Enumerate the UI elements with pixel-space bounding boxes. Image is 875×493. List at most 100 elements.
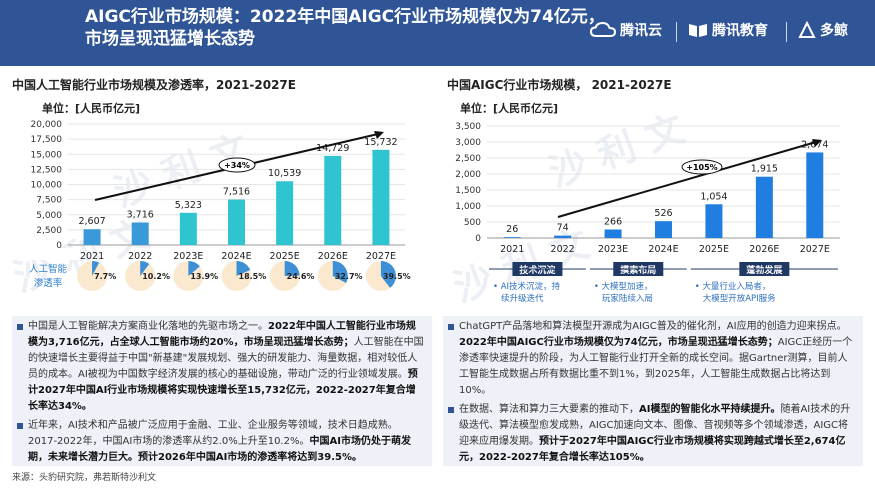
x-tick-label: 2023E <box>598 244 628 255</box>
brand-divider <box>676 22 677 42</box>
brand-tencent-edu: 腾讯教育 <box>688 20 768 40</box>
right-summary-para: 在数据、算法和算力三大要素的推动下，AI模型的智能化水平持续提升。随着AI技术的… <box>448 402 855 466</box>
chart-bar <box>372 149 390 245</box>
brand-divider <box>786 22 787 42</box>
brand-duojing: 多鲸 <box>798 20 848 40</box>
chart-bar <box>131 222 149 245</box>
chart-bar <box>705 204 723 238</box>
bar-value-label: 1,054 <box>700 191 727 202</box>
y-tick-label: 17,500 <box>31 135 63 145</box>
penetration-value: 24.6% <box>287 272 315 281</box>
y-tick-label: 0 <box>56 241 62 251</box>
bar-value-label: 7,516 <box>223 187 250 198</box>
stage-name: 技术沉淀 <box>519 264 556 276</box>
chart-bar <box>755 176 773 238</box>
chart-bar <box>228 199 245 245</box>
chart-bar <box>655 221 672 238</box>
stage-desc: 玩家陆续入局 <box>602 293 653 304</box>
right-summary-box: ChatGPT产品落地和算法模型开源成为AIGC普及的催化剂，AI应用的创造力迎… <box>443 316 863 466</box>
y-tick-label: 15,000 <box>31 150 63 160</box>
stage-desc: • 大模型加速， <box>594 281 653 292</box>
arrow-head-icon <box>812 139 822 147</box>
x-tick-label: 2027E <box>366 251 396 262</box>
left-summary-box: 中国是人工智能解决方案商业化落地的先驱市场之一。2022年中国人工智能行业市场规… <box>12 316 432 466</box>
penetration-label: 人工智能 <box>29 263 68 275</box>
stage-desc: 大模型开放API服务 <box>703 293 776 304</box>
bar-value-label: 1,915 <box>751 164 778 175</box>
x-tick-label: 2025E <box>699 244 729 255</box>
chart-bar <box>324 155 342 245</box>
bar-value-label: 15,732 <box>364 137 397 148</box>
left-chart-unit: 单位：[人民币亿元] <box>42 102 141 115</box>
y-tick-label: 1,000 <box>455 202 481 212</box>
header-bar: AIGC行业市场规模：2022年中国AIGC行业市场规模仅为74亿元， 市场呈现… <box>0 0 875 66</box>
x-tick-label: 2026E <box>318 251 348 262</box>
bar-value-label: 266 <box>604 216 622 227</box>
bar-value-label: 526 <box>654 208 672 219</box>
penetration-value: 7.7% <box>94 272 116 281</box>
penetration-label: 渗透率 <box>34 277 63 289</box>
x-tick-label: 2023E <box>173 251 203 262</box>
penetration-slice <box>140 261 150 276</box>
x-tick-label: 2025E <box>270 251 300 262</box>
penetration-slice <box>332 261 348 283</box>
penetration-value: 10.2% <box>142 272 170 281</box>
x-tick-label: 2026E <box>749 244 779 255</box>
penetration-value: 39.5% <box>383 272 411 281</box>
bar-value-label: 5,323 <box>175 200 202 211</box>
chart-bar <box>276 181 294 245</box>
chart-bar <box>83 229 101 245</box>
x-tick-label: 2027E <box>800 244 830 255</box>
book-icon <box>689 24 707 37</box>
x-tick-label: 2022 <box>551 244 575 255</box>
x-tick-label: 2024E <box>648 244 678 255</box>
penetration-value: 18.5% <box>239 272 267 281</box>
x-tick-label: 2024E <box>221 251 251 262</box>
cagr-label: +34% <box>224 161 250 170</box>
x-tick-label: 2021 <box>500 244 524 255</box>
y-tick-label: 20,000 <box>31 120 63 130</box>
chart-bar <box>806 152 824 238</box>
y-tick-label: 12,500 <box>31 165 63 175</box>
arrow-head-icon <box>374 131 384 139</box>
x-tick-label: 2021 <box>80 251 104 262</box>
chart-bar <box>554 235 572 238</box>
y-tick-label: 7,500 <box>36 196 62 206</box>
bar-value-label: 14,729 <box>316 143 349 154</box>
bar-value-label: 26 <box>506 224 518 235</box>
y-tick-label: 3,000 <box>455 138 481 148</box>
y-tick-label: 2,000 <box>455 170 481 180</box>
penetration-slice <box>236 261 251 276</box>
penetration-slice <box>380 261 396 288</box>
y-tick-label: 10,000 <box>31 181 63 191</box>
bar-value-label: 74 <box>557 223 569 234</box>
y-tick-label: 5,000 <box>36 211 62 221</box>
penetration-label-bg <box>2 248 80 260</box>
stage-desc: 续升级迭代 <box>501 293 544 304</box>
right-summary-para: ChatGPT产品落地和算法模型开源成为AIGC普及的催化剂，AI应用的创造力迎… <box>448 319 855 399</box>
x-tick-label: 2022 <box>128 251 152 262</box>
bar-value-label: 10,539 <box>268 168 301 179</box>
stage-desc: • 大量行业入局者， <box>695 281 771 292</box>
source-note: 来源：头豹研究院，弗若斯特沙利文 <box>12 473 157 483</box>
stage-desc: • AI技术沉淀，持 <box>493 281 561 292</box>
stage-name: 摸索布局 <box>620 264 656 276</box>
bar-value-label: 2,607 <box>78 216 105 227</box>
y-tick-label: 2,500 <box>455 154 481 164</box>
chart-bar <box>503 237 521 238</box>
left-summary-para: 近年来，AI技术和产品被广泛应用于金融、工业、企业服务等领域，技术日趋成熟。20… <box>17 418 424 466</box>
growth-trend-arrow <box>557 141 817 218</box>
cagr-badge <box>681 159 723 175</box>
chart-bar <box>604 229 622 238</box>
y-tick-label: 500 <box>464 218 481 228</box>
y-tick-label: 3,500 <box>455 122 481 132</box>
penetration-value: 32.7% <box>335 272 363 281</box>
stage-name: 蓬勃发展 <box>746 264 782 276</box>
left-summary-para: 中国是人工智能解决方案商业化落地的先驱市场之一。2022年中国人工智能行业市场规… <box>17 319 424 415</box>
penetration-slice <box>188 261 200 276</box>
right-chart-title: 中国AIGC行业市场规模， 2021-2027E <box>447 78 672 92</box>
whale-logo-icon <box>798 21 816 38</box>
penetration-slice <box>92 261 100 276</box>
chart-bar <box>179 212 197 245</box>
cagr-label: +105% <box>686 163 717 172</box>
